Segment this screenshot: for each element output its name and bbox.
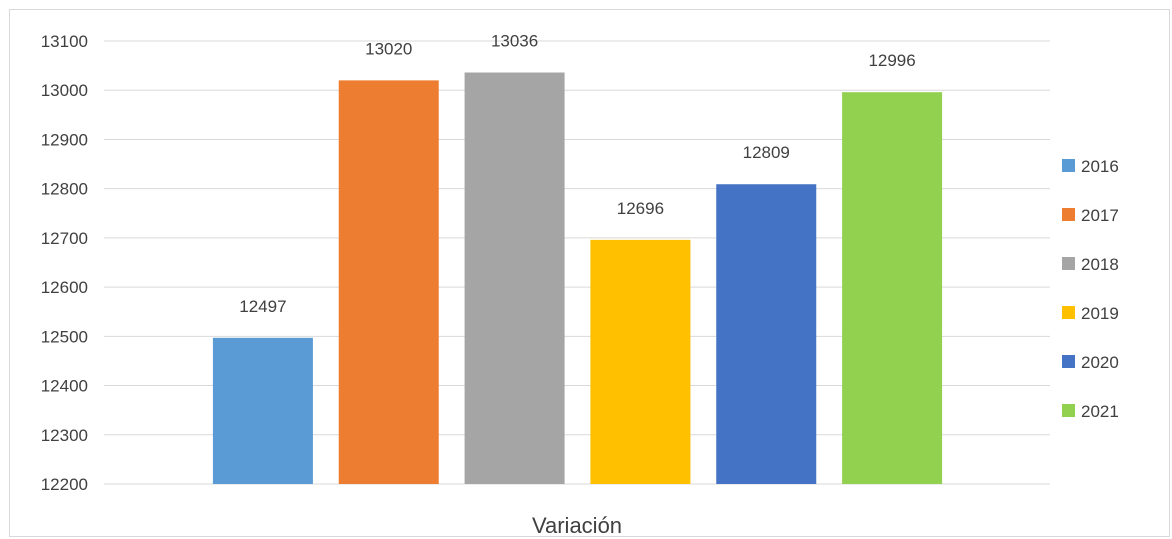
bar-2021 <box>842 92 943 485</box>
bar-2018 <box>464 72 565 484</box>
bar-2019 <box>590 239 691 484</box>
y-tick-label: 12300 <box>41 426 88 445</box>
legend-swatch-2017 <box>1062 208 1075 221</box>
y-tick-label: 12700 <box>41 229 88 248</box>
legend-label-2019: 2019 <box>1081 304 1119 323</box>
legend-swatch-2019 <box>1062 306 1075 319</box>
legend-swatch-2018 <box>1062 257 1075 270</box>
legend-swatch-2016 <box>1062 159 1075 172</box>
legend-swatch-2020 <box>1062 355 1075 368</box>
data-label-2016: 12497 <box>239 297 286 316</box>
bar-2017 <box>338 80 439 484</box>
y-tick-label: 13100 <box>41 32 88 51</box>
category-label: Variación <box>532 513 622 538</box>
bar-2016 <box>212 337 313 484</box>
y-tick-label: 12600 <box>41 278 88 297</box>
data-label-2018: 13036 <box>491 32 538 51</box>
data-label-2020: 12809 <box>743 143 790 162</box>
legend-label-2020: 2020 <box>1081 353 1119 372</box>
y-tick-label: 12500 <box>41 327 88 346</box>
legend-swatch-2021 <box>1062 404 1075 417</box>
legend-label-2017: 2017 <box>1081 206 1119 225</box>
legend-label-2016: 2016 <box>1081 157 1119 176</box>
legend-label-2021: 2021 <box>1081 402 1119 421</box>
y-tick-label: 12400 <box>41 377 88 396</box>
y-tick-label: 12800 <box>41 180 88 199</box>
y-tick-label: 12900 <box>41 130 88 149</box>
legend-label-2018: 2018 <box>1081 255 1119 274</box>
chart-frame <box>9 9 1170 537</box>
y-tick-label: 12200 <box>41 475 88 494</box>
data-label-2021: 12996 <box>868 51 915 70</box>
bar-2020 <box>716 184 817 484</box>
y-tick-label: 13000 <box>41 81 88 100</box>
data-label-2019: 12696 <box>617 199 664 218</box>
data-label-2017: 13020 <box>365 39 412 58</box>
